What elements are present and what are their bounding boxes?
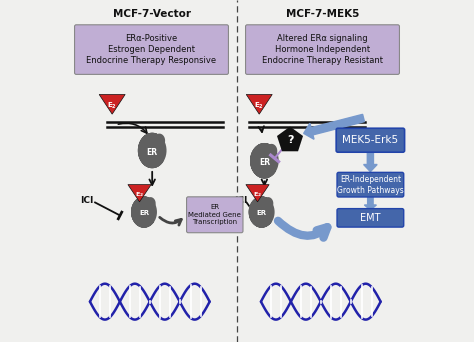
Text: ?: ? (287, 135, 293, 145)
Text: $\mathbf{E_2}$: $\mathbf{E_2}$ (253, 190, 262, 199)
FancyArrow shape (365, 196, 376, 210)
Polygon shape (246, 94, 272, 114)
Text: ICI: ICI (80, 196, 93, 205)
FancyBboxPatch shape (246, 25, 400, 75)
Text: ER: ER (139, 210, 149, 216)
Text: $\mathbf{E_2}$: $\mathbf{E_2}$ (107, 101, 117, 111)
Text: MEK5-Erk5: MEK5-Erk5 (342, 135, 399, 145)
FancyArrow shape (304, 114, 365, 139)
Text: MCF-7-MEK5: MCF-7-MEK5 (286, 9, 359, 18)
Text: Altered ERα signaling
Hormone Independent
Endocrine Therapy Resistant: Altered ERα signaling Hormone Independen… (262, 34, 383, 65)
Polygon shape (128, 185, 151, 202)
FancyBboxPatch shape (74, 25, 228, 75)
Text: ER: ER (256, 210, 267, 216)
FancyBboxPatch shape (187, 197, 243, 233)
Polygon shape (249, 196, 274, 228)
Text: MCF-7-Vector: MCF-7-Vector (112, 9, 191, 18)
Polygon shape (250, 143, 279, 179)
FancyBboxPatch shape (337, 209, 404, 227)
Text: $\mathbf{E_2}$: $\mathbf{E_2}$ (135, 190, 144, 199)
Text: ERα-Positive
Estrogen Dependent
Endocrine Therapy Responsive: ERα-Positive Estrogen Dependent Endocrin… (86, 34, 217, 65)
Polygon shape (246, 185, 269, 202)
Text: ER
Mediated Gene
Transcription: ER Mediated Gene Transcription (188, 204, 241, 225)
Polygon shape (266, 144, 277, 158)
Text: EMT: EMT (360, 213, 381, 223)
Polygon shape (277, 127, 303, 151)
FancyArrow shape (364, 151, 377, 172)
Text: $\mathbf{E_2}$: $\mathbf{E_2}$ (255, 101, 264, 111)
Polygon shape (263, 197, 273, 210)
Polygon shape (99, 94, 125, 114)
Polygon shape (146, 197, 155, 210)
Polygon shape (138, 133, 166, 168)
Polygon shape (131, 196, 157, 228)
Text: ICI: ICI (235, 196, 248, 205)
Text: ER: ER (146, 148, 158, 157)
FancyBboxPatch shape (336, 128, 405, 152)
FancyBboxPatch shape (337, 172, 404, 197)
Text: ER: ER (259, 158, 270, 167)
Polygon shape (154, 134, 165, 148)
Text: ER-Independent
Growth Pathways: ER-Independent Growth Pathways (337, 175, 404, 195)
